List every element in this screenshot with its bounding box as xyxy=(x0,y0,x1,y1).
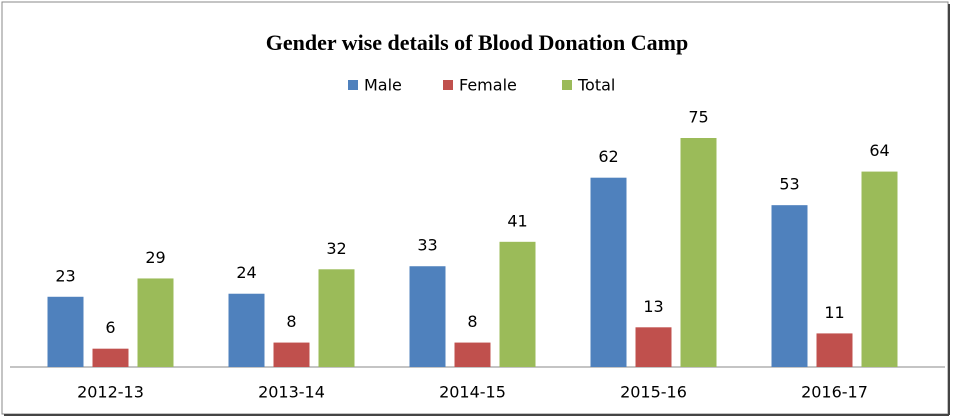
data-label: 53 xyxy=(779,175,799,194)
bar xyxy=(816,333,853,367)
bar xyxy=(273,342,310,367)
bar xyxy=(409,266,446,367)
x-tick-label: 2014-15 xyxy=(439,383,506,402)
data-label: 41 xyxy=(507,211,527,230)
bar xyxy=(318,269,355,367)
legend-label: Female xyxy=(459,76,517,95)
legend-swatch xyxy=(443,80,453,90)
bar xyxy=(861,171,898,367)
bar xyxy=(92,348,129,367)
data-label: 33 xyxy=(417,236,437,255)
bar xyxy=(454,342,491,367)
data-label: 32 xyxy=(326,239,346,258)
bar xyxy=(771,205,808,367)
bar xyxy=(499,241,536,367)
x-tick-label: 2012-13 xyxy=(77,383,144,402)
legend-swatch xyxy=(562,80,572,90)
legend-swatch xyxy=(348,80,358,90)
data-label: 13 xyxy=(643,297,663,316)
x-tick-label: 2015-16 xyxy=(620,383,687,402)
bar xyxy=(47,296,84,367)
data-label: 23 xyxy=(55,266,75,285)
data-label: 75 xyxy=(688,108,708,127)
data-label: 8 xyxy=(286,312,296,331)
x-tick-label: 2013-14 xyxy=(258,383,325,402)
bar xyxy=(680,138,717,367)
data-label: 29 xyxy=(145,248,165,267)
data-label: 62 xyxy=(598,147,618,166)
legend-label: Total xyxy=(577,76,615,95)
data-label: 8 xyxy=(467,312,477,331)
bar xyxy=(228,293,265,367)
data-label: 24 xyxy=(236,263,256,282)
legend-label: Male xyxy=(364,76,402,95)
x-tick-label: 2016-17 xyxy=(801,383,868,402)
bar xyxy=(137,278,174,367)
bar xyxy=(635,327,672,367)
data-label: 6 xyxy=(105,318,115,337)
data-label: 11 xyxy=(824,303,844,322)
bar xyxy=(590,177,627,367)
data-label: 64 xyxy=(869,141,889,160)
chart-title: Gender wise details of Blood Donation Ca… xyxy=(266,30,689,55)
